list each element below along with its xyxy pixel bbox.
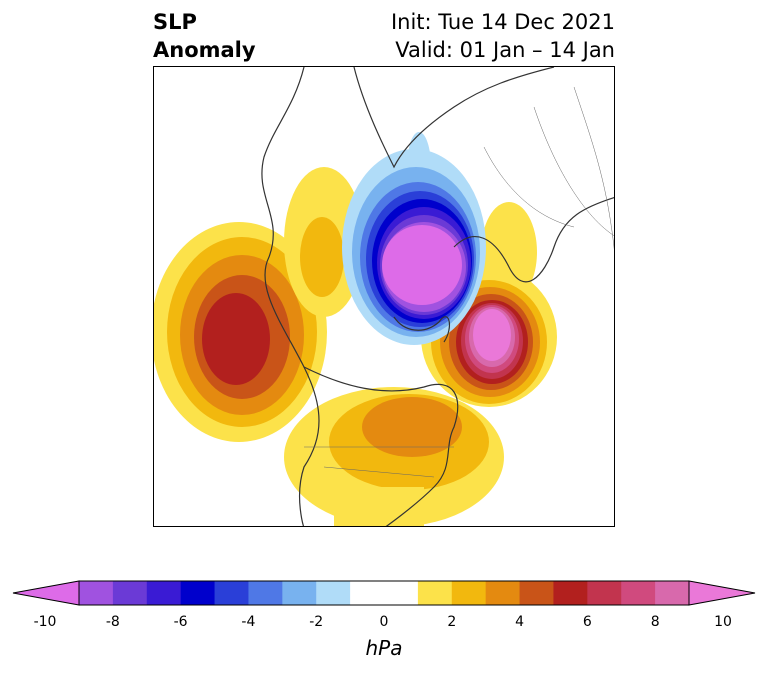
colorbar-tick-label: 10 bbox=[714, 614, 732, 630]
valid-range: Valid: 01 Jan – 14 Jan bbox=[395, 38, 615, 62]
colorbar-swatches bbox=[79, 581, 690, 605]
colorbar-swatch bbox=[316, 581, 351, 605]
coastlines bbox=[261, 67, 614, 526]
colorbar-swatch bbox=[621, 581, 656, 605]
colorbar-tick-label: -10 bbox=[33, 614, 57, 630]
colorbar-tick-label: -2 bbox=[309, 614, 324, 630]
colorbar-swatch bbox=[485, 581, 521, 605]
colorbar-tick-label: 8 bbox=[650, 614, 660, 630]
colorbar-outline bbox=[78, 580, 690, 606]
colorbar-swatch bbox=[146, 581, 182, 605]
colorbar-tick-label: 6 bbox=[582, 614, 592, 630]
colorbar-swatch bbox=[587, 581, 622, 605]
north-america-positive-anomaly bbox=[284, 387, 504, 526]
chart-title-left: SLP Anomaly bbox=[153, 8, 256, 64]
colorbar-swatch bbox=[282, 581, 317, 605]
colorbar-tick-label: -6 bbox=[173, 614, 188, 630]
pacific-high-anomaly bbox=[154, 222, 327, 442]
canada-positive-anomaly bbox=[284, 167, 364, 317]
chart-title-right: Init: Tue 14 Dec 2021 Valid: 01 Jan – 14… bbox=[391, 8, 615, 64]
colorbar-max-arrow bbox=[688, 580, 756, 606]
colorbar-swatch bbox=[248, 581, 283, 605]
colorbar-swatch bbox=[655, 581, 690, 605]
title-type: Anomaly bbox=[153, 38, 256, 62]
map-panel bbox=[153, 66, 615, 527]
colorbar-tick-label: -8 bbox=[105, 614, 120, 630]
colorbar-tick-label: 4 bbox=[515, 614, 525, 630]
colorbar-unit-label: hPa bbox=[365, 636, 403, 660]
colorbar-swatch bbox=[451, 581, 487, 605]
title-variable: SLP bbox=[153, 10, 197, 34]
colorbar-swatch bbox=[417, 581, 453, 605]
colorbar-swatch bbox=[384, 581, 419, 605]
colorbar-swatch bbox=[112, 581, 148, 605]
arctic-low-anomaly bbox=[342, 132, 486, 345]
scandinavia-high-anomaly bbox=[421, 202, 557, 407]
init-date: Init: Tue 14 Dec 2021 bbox=[390, 10, 615, 34]
colorbar-tick-label: 2 bbox=[447, 614, 457, 630]
colorbar-swatch bbox=[180, 581, 216, 605]
colorbar-swatch bbox=[519, 581, 554, 605]
colorbar-tick-label: 0 bbox=[379, 614, 389, 630]
colorbar-tick-label: -4 bbox=[241, 614, 256, 630]
colorbar-swatch bbox=[350, 581, 385, 605]
anomaly-map bbox=[154, 67, 614, 526]
colorbar-min-arrow bbox=[12, 580, 80, 606]
colorbar-swatch bbox=[553, 581, 588, 605]
colorbar bbox=[12, 580, 756, 606]
colorbar-swatch bbox=[214, 581, 249, 605]
country-borders bbox=[304, 86, 614, 478]
colorbar-swatch bbox=[79, 581, 114, 605]
